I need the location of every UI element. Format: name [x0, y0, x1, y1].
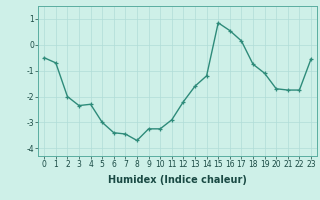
X-axis label: Humidex (Indice chaleur): Humidex (Indice chaleur) — [108, 175, 247, 185]
